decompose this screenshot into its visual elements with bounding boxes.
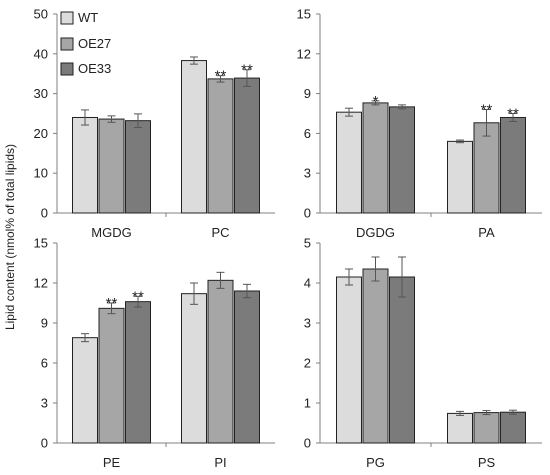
legend-label-oe33: OE33 xyxy=(78,61,111,76)
x-tick-label: DGDG xyxy=(356,225,395,240)
bar-oe33 xyxy=(125,301,151,444)
bar-oe33 xyxy=(389,106,415,214)
significance-label: ** xyxy=(241,62,253,79)
x-tick-label: PE xyxy=(103,455,121,470)
bar-oe33 xyxy=(125,120,151,214)
x-tick-label: PI xyxy=(214,455,226,470)
y-tick-label: 9 xyxy=(41,316,48,331)
significance-label: ** xyxy=(106,295,118,312)
bar-oe27 xyxy=(207,279,234,444)
x-tick-label: PA xyxy=(478,225,495,240)
significance-label: ** xyxy=(132,288,144,305)
legend-label-oe27: OE27 xyxy=(78,36,111,51)
legend-swatch-oe27 xyxy=(60,37,74,51)
y-tick-label: 40 xyxy=(34,46,48,61)
y-tick-label: 0 xyxy=(41,436,48,451)
legend-swatch-oe33 xyxy=(60,62,74,76)
y-tick-label: 0 xyxy=(41,206,48,221)
significance-label: ** xyxy=(507,106,519,123)
bar-wt xyxy=(447,412,473,444)
y-tick-label: 15 xyxy=(34,236,48,251)
y-tick-label: 12 xyxy=(297,46,311,61)
bar-wt xyxy=(447,140,473,214)
y-tick-label: 2 xyxy=(304,356,311,371)
bar-oe27 xyxy=(98,118,125,214)
legend-label-wt: WT xyxy=(78,10,98,25)
bar-oe27 xyxy=(362,102,389,214)
chart-panel-2: 0 3 6 9 12 15 DGDG * PA ** ** xyxy=(297,7,542,240)
y-tick-label: 6 xyxy=(304,126,311,141)
x-tick-label: MGDG xyxy=(91,225,131,240)
y-tick-label: 4 xyxy=(304,276,311,291)
chart-panel-4: 0 1 2 3 4 5 PG PS xyxy=(304,236,542,470)
significance-label: * xyxy=(373,93,379,110)
bar-wt xyxy=(336,111,362,214)
bar-wt xyxy=(72,116,98,214)
bar-oe33 xyxy=(500,411,526,444)
y-tick-label: 3 xyxy=(304,166,311,181)
legend-item-oe27: OE27 xyxy=(60,36,111,51)
x-tick-label: PS xyxy=(478,455,496,470)
bar-oe33 xyxy=(500,116,526,214)
y-tick-label: 20 xyxy=(34,126,48,141)
bar-oe33 xyxy=(234,77,260,214)
y-tick-label: 0 xyxy=(304,206,311,221)
y-tick-label: 9 xyxy=(304,86,311,101)
bar-oe27 xyxy=(362,268,389,444)
y-tick-label: 0 xyxy=(304,436,311,451)
significance-label: ** xyxy=(481,102,493,119)
y-tick-label: 30 xyxy=(34,86,48,101)
legend-item-wt: WT xyxy=(60,10,98,25)
bar-wt xyxy=(181,293,207,444)
y-tick-label: 6 xyxy=(41,356,48,371)
bar-oe27 xyxy=(473,412,500,444)
y-tick-label: 3 xyxy=(304,316,311,331)
y-tick-label: 10 xyxy=(34,166,48,181)
significance-label: ** xyxy=(215,68,227,85)
legend-item-oe33: OE33 xyxy=(60,61,111,76)
bar-oe27 xyxy=(98,307,125,444)
bar-oe33 xyxy=(389,276,415,444)
y-tick-label: 15 xyxy=(297,7,311,22)
bar-oe27 xyxy=(207,78,234,214)
bar-oe33 xyxy=(234,290,260,444)
y-tick-label: 12 xyxy=(34,276,48,291)
y-tick-label: 3 xyxy=(41,396,48,411)
y-tick-label: 1 xyxy=(304,396,311,411)
legend-swatch-wt xyxy=(60,11,74,25)
chart-panel-3: 0 3 6 9 12 15 PE ** ** PI xyxy=(34,236,275,470)
bar-wt xyxy=(181,60,207,214)
y-tick-label: 50 xyxy=(34,7,48,22)
y-tick-label: 5 xyxy=(304,236,311,251)
legend: WT OE27 OE33 xyxy=(60,10,111,76)
bar-wt xyxy=(72,337,98,444)
shared-y-axis-label: Lipid content (nmol% of total lipids) xyxy=(3,144,17,330)
bar-oe27 xyxy=(473,122,500,214)
x-tick-label: PC xyxy=(211,225,229,240)
chart-panel-1: 0 10 20 30 40 50 MGDG PC ** ** xyxy=(34,7,275,240)
bar-wt xyxy=(336,276,362,444)
x-tick-label: PG xyxy=(366,455,385,470)
